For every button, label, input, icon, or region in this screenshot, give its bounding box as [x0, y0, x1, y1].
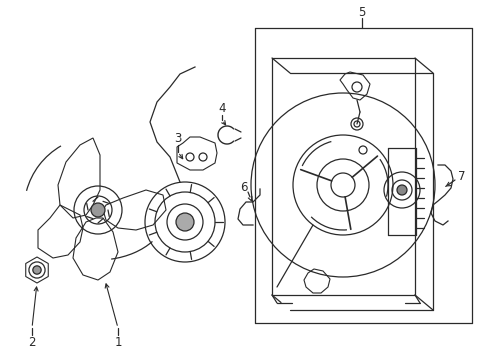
Circle shape	[176, 213, 194, 231]
Text: 3: 3	[174, 131, 182, 144]
Text: 7: 7	[457, 170, 465, 183]
Text: 5: 5	[358, 5, 365, 18]
Circle shape	[396, 185, 406, 195]
Text: 6: 6	[240, 180, 247, 194]
Circle shape	[33, 266, 41, 274]
Circle shape	[91, 203, 105, 217]
Text: 4: 4	[218, 102, 225, 114]
Text: 2: 2	[28, 337, 36, 350]
Text: 1: 1	[114, 337, 122, 350]
